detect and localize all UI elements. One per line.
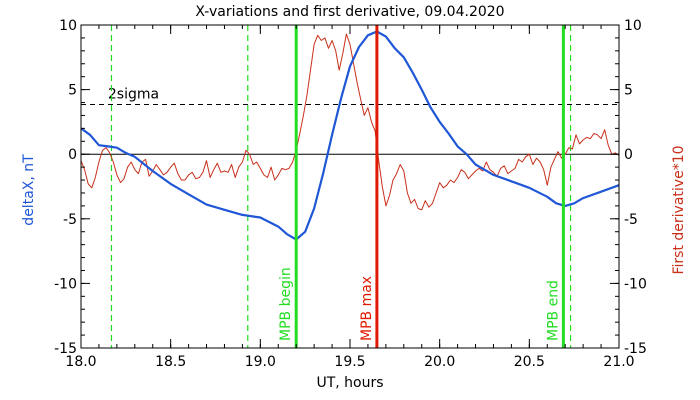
y-axis-label-left: deltaX, nT <box>21 154 37 226</box>
deltax-series-line <box>80 30 620 241</box>
marker-label-mpb-max: MPB max <box>359 276 375 341</box>
x-tick-label: 19.5 <box>334 354 365 370</box>
x-tick-label: 21.0 <box>603 354 634 370</box>
x-tick-label: 20.0 <box>424 354 455 370</box>
derivative-series-line <box>80 33 620 211</box>
x-axis-label: UT, hours <box>316 375 383 391</box>
y-tick-label-right: 5 <box>624 83 633 99</box>
x-tick-label: 19.0 <box>245 354 276 370</box>
y-tick-label-left: 0 <box>68 147 77 163</box>
y-tick-label-left: -5 <box>63 212 77 228</box>
marker-label-mpb-begin: MPB begin <box>278 267 294 341</box>
threshold-label: 2sigma <box>108 86 159 102</box>
y-tick-label-right: -5 <box>624 212 638 228</box>
y-tick-label-left: 10 <box>59 18 77 34</box>
y-tick-label-left: -15 <box>54 341 77 357</box>
x-tick-label: 20.5 <box>514 354 545 370</box>
y-tick-label-left: -10 <box>54 276 77 292</box>
y-tick-label-right: -15 <box>624 341 647 357</box>
marker-label-mpb-end: MPB end <box>545 280 561 341</box>
y-tick-label-left: 5 <box>68 83 77 99</box>
y-axis-label-right: First derivative*10 <box>671 145 687 274</box>
x-tick-label: 18.0 <box>65 354 96 370</box>
plot-area: 2sigma MPB begin MPB max MPB end 18.0 18.5 19.… <box>54 18 647 370</box>
x-tick-label: 18.5 <box>155 354 186 370</box>
y-tick-label-right: 10 <box>624 18 642 34</box>
y-tick-label-right: -10 <box>624 276 647 292</box>
chart-title: X-variations and first derivative, 09.04… <box>195 4 504 20</box>
y-tick-label-right: 0 <box>624 147 633 163</box>
